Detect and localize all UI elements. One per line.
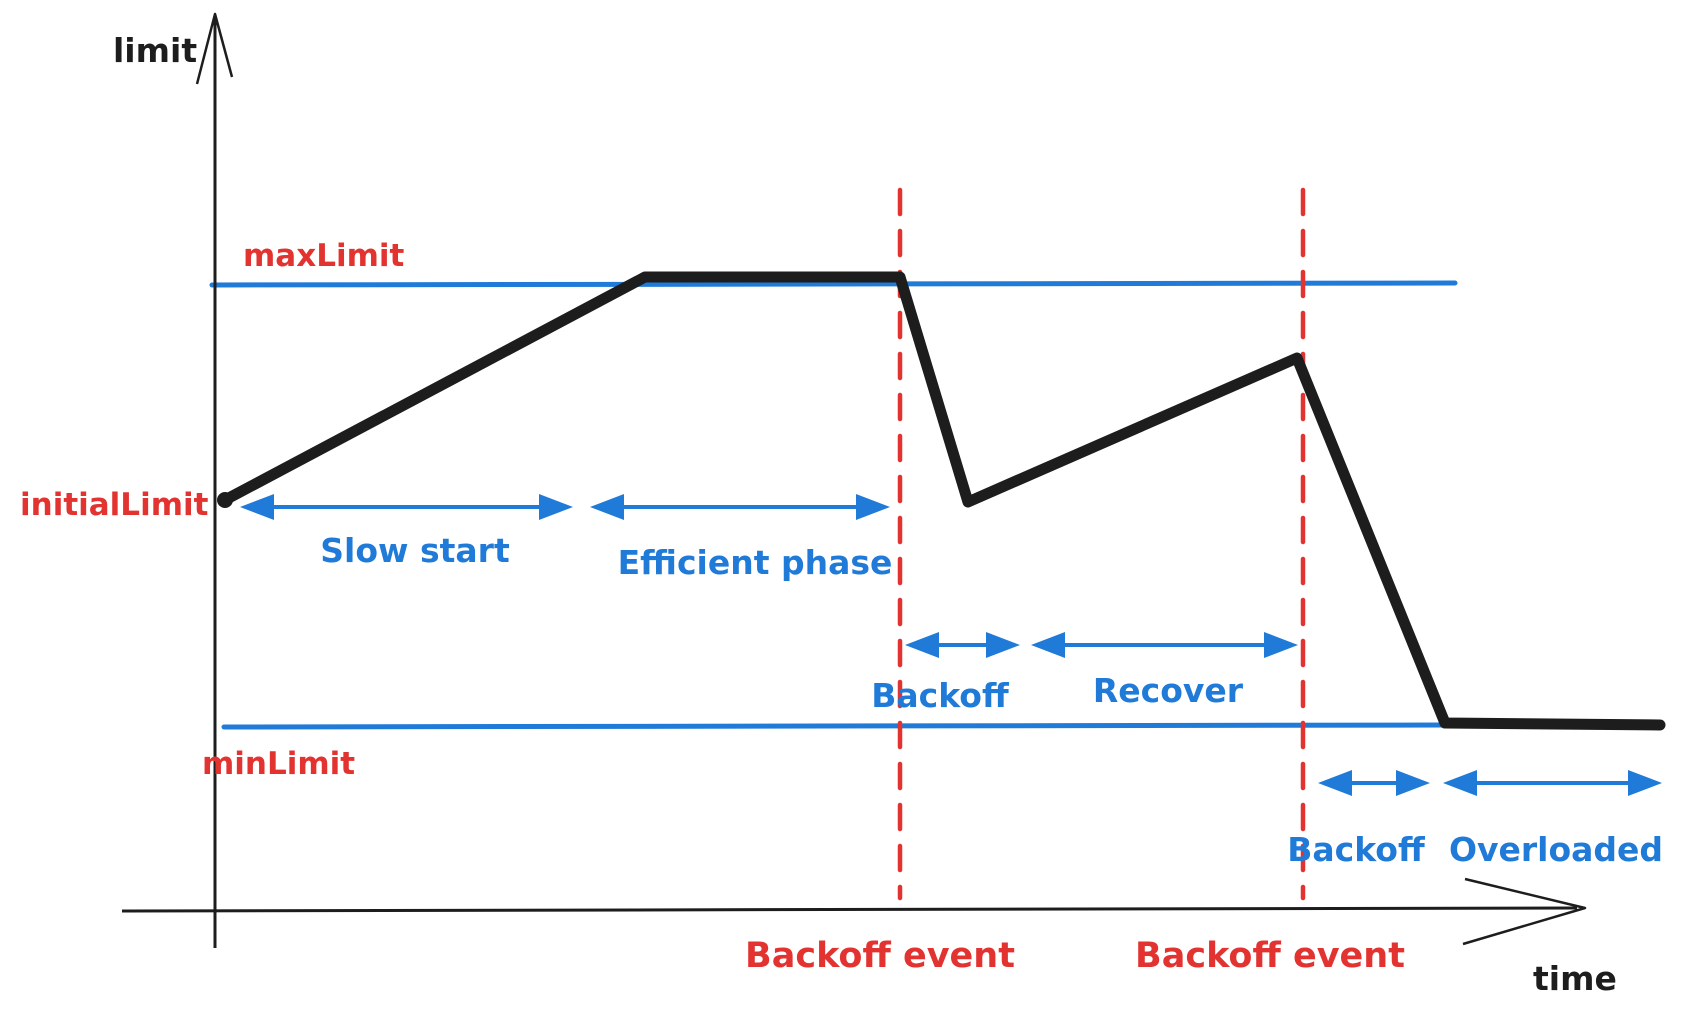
axes — [121, 12, 1587, 948]
max-limit-line — [209, 280, 1458, 288]
arrowhead-right — [1264, 632, 1298, 658]
backoff-event-label-2: Backoff event — [1135, 936, 1405, 976]
x-axis-line — [121, 906, 1578, 913]
backoff-event-label-1: Backoff event — [745, 936, 1015, 976]
range-arrow-backoff — [1318, 770, 1430, 796]
limit-curve-line — [219, 271, 1666, 731]
arrowhead-left — [1031, 632, 1065, 658]
arrowhead-left — [1318, 770, 1352, 796]
arrowhead-right — [1628, 770, 1662, 796]
arrowhead-right — [539, 494, 573, 520]
min-limit-label: minLimit — [202, 746, 355, 782]
range-arrow-recover — [1031, 632, 1298, 658]
phase-range-arrows — [240, 494, 1662, 796]
range-arrow-slow-start — [240, 494, 573, 520]
x-axis-label: time — [1533, 959, 1617, 998]
arrowhead-left — [240, 494, 274, 520]
backoff-phase-label-1: Backoff — [871, 676, 1010, 715]
range-arrow-efficient-phase — [590, 494, 890, 520]
min-limit-line — [221, 722, 1446, 730]
arrowhead-left — [905, 632, 939, 658]
arrowhead-right — [856, 494, 890, 520]
arrowhead-left — [1443, 770, 1477, 796]
max-limit-label: maxLimit — [243, 238, 405, 274]
labels: limit time maxLimit initialLimit minLimi… — [20, 31, 1663, 998]
x-axis-arrowhead — [1462, 877, 1587, 946]
limit-curve — [217, 271, 1666, 731]
y-axis-label: limit — [113, 31, 197, 70]
range-arrow-backoff — [905, 632, 1020, 658]
slow-start-label: Slow start — [320, 531, 510, 570]
y-axis-arrowhead — [195, 12, 234, 85]
initial-limit-label: initialLimit — [20, 487, 209, 523]
backoff-phase-label-2: Backoff — [1287, 830, 1426, 869]
arrowhead-right — [1396, 770, 1430, 796]
overloaded-phase-label: Overloaded — [1449, 830, 1663, 869]
recover-phase-label: Recover — [1093, 671, 1244, 710]
efficient-phase-label: Efficient phase — [618, 543, 893, 582]
limit-reference-lines — [209, 280, 1458, 730]
arrowhead-right — [986, 632, 1020, 658]
backoff-event-dashed-lines — [897, 187, 1306, 901]
arrowhead-left — [590, 494, 624, 520]
range-arrow-overloaded — [1443, 770, 1662, 796]
initial-limit-point — [217, 492, 233, 508]
